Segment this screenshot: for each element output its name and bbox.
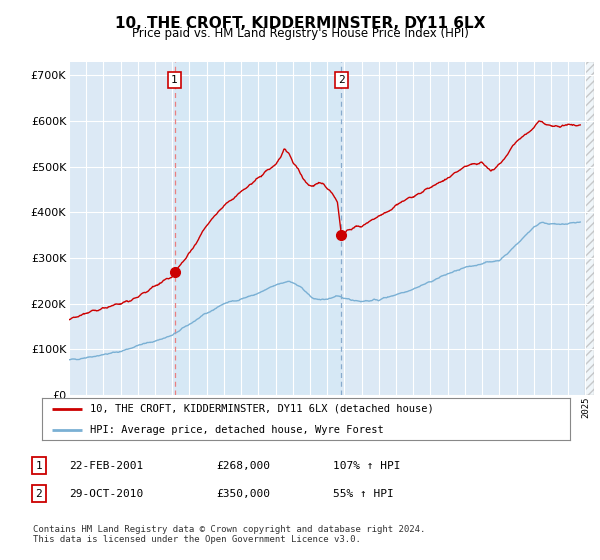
Bar xyxy=(175,62,341,395)
Text: 2: 2 xyxy=(338,75,345,85)
Text: 1: 1 xyxy=(35,461,43,471)
Text: HPI: Average price, detached house, Wyre Forest: HPI: Average price, detached house, Wyre… xyxy=(89,425,383,435)
Text: £350,000: £350,000 xyxy=(216,489,270,499)
Text: 10, THE CROFT, KIDDERMINSTER, DY11 6LX (detached house): 10, THE CROFT, KIDDERMINSTER, DY11 6LX (… xyxy=(89,404,433,414)
Text: 1: 1 xyxy=(171,75,178,85)
Text: 55% ↑ HPI: 55% ↑ HPI xyxy=(333,489,394,499)
Text: 22-FEB-2001: 22-FEB-2001 xyxy=(69,461,143,471)
Text: 29-OCT-2010: 29-OCT-2010 xyxy=(69,489,143,499)
Text: £268,000: £268,000 xyxy=(216,461,270,471)
Text: Contains HM Land Registry data © Crown copyright and database right 2024.
This d: Contains HM Land Registry data © Crown c… xyxy=(33,525,425,544)
Text: Price paid vs. HM Land Registry's House Price Index (HPI): Price paid vs. HM Land Registry's House … xyxy=(131,27,469,40)
Text: 2: 2 xyxy=(35,489,43,499)
Text: 10, THE CROFT, KIDDERMINSTER, DY11 6LX: 10, THE CROFT, KIDDERMINSTER, DY11 6LX xyxy=(115,16,485,31)
Bar xyxy=(586,62,594,395)
Text: 107% ↑ HPI: 107% ↑ HPI xyxy=(333,461,401,471)
